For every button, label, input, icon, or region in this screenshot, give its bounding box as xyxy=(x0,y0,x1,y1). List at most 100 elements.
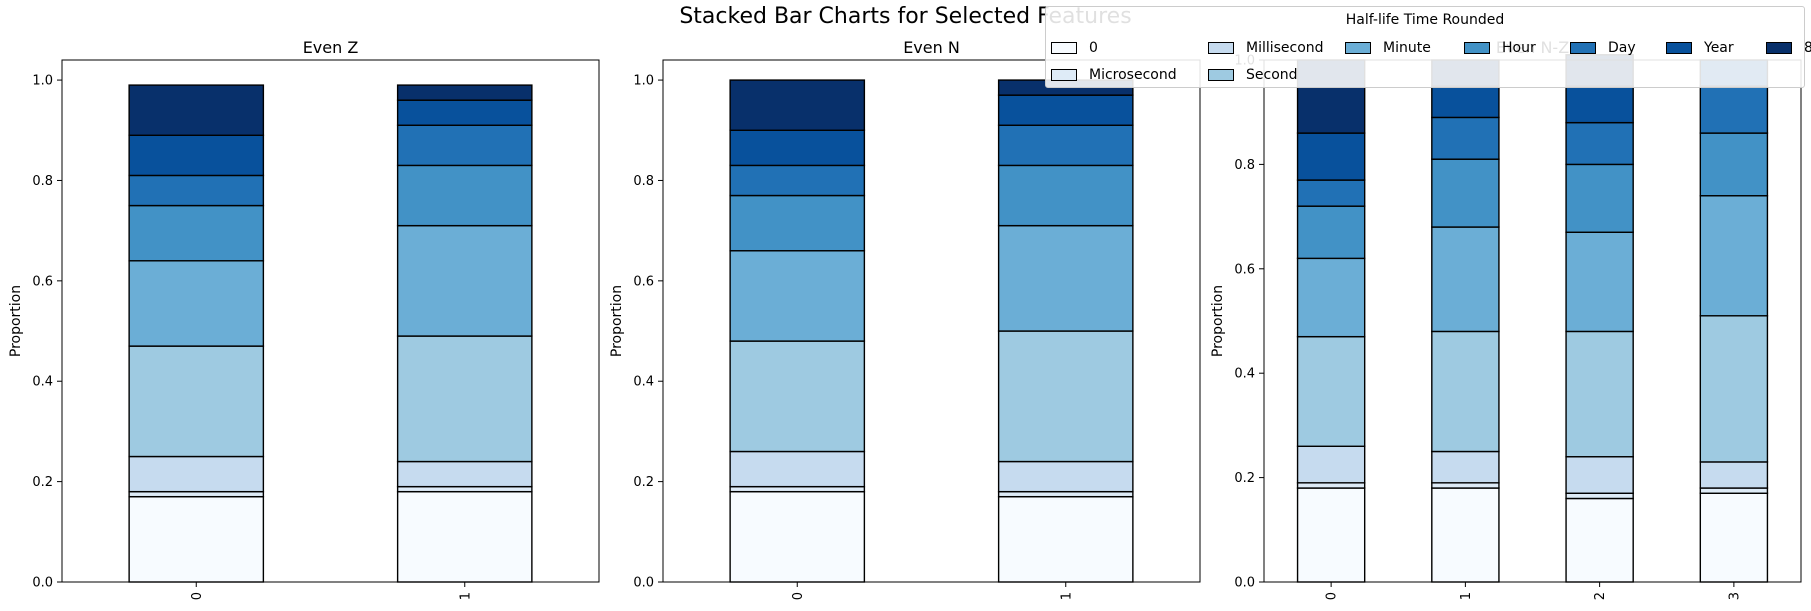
y-tick-label: 1.0 xyxy=(32,74,53,89)
bar-segment-year-cat-0 xyxy=(729,129,866,167)
y-tick-label: 0.0 xyxy=(1234,576,1255,591)
legend-label-year: Year xyxy=(1704,40,1734,56)
y-axis-label: Proportion xyxy=(609,285,625,357)
legend: Half-life Time Rounded 0 Microsecond Mil… xyxy=(1045,6,1811,88)
y-axis-label: Proportion xyxy=(1210,285,1226,357)
bar-segment-second-cat-0 xyxy=(128,345,265,458)
legend-swatch-year xyxy=(1666,42,1692,54)
legend-label-8: 8 xyxy=(1804,40,1811,56)
bar-segment-microsecond-cat-3 xyxy=(1699,487,1769,494)
bar-segment-second-cat-1 xyxy=(1431,330,1500,453)
bar-segment-millisecond-cat-1 xyxy=(1431,450,1500,484)
bar-segment-minute-cat-0 xyxy=(128,260,265,347)
bar-segment-microsecond-cat-1 xyxy=(1431,482,1500,489)
x-tick-label: 0 xyxy=(190,592,205,600)
bar-segment-minute-cat-1 xyxy=(1431,226,1500,333)
legend-title: Half-life Time Rounded xyxy=(1345,12,1505,28)
bar-segment-second-cat-1 xyxy=(396,335,533,463)
y-tick-label: 0.2 xyxy=(1234,471,1255,486)
bar-segment-minute-cat-0 xyxy=(729,250,866,342)
y-axis-label: Proportion xyxy=(8,285,24,357)
bar-segment-day-cat-2 xyxy=(1565,121,1634,166)
legend-swatch-microsecond xyxy=(1051,69,1077,81)
legend-swatch-hour xyxy=(1464,42,1490,54)
bar-segment-day-cat-0 xyxy=(1296,179,1366,207)
y-tick-label: 0.4 xyxy=(32,375,53,390)
legend-swatch-0 xyxy=(1051,42,1077,54)
bar-segment-hour-cat-1 xyxy=(1431,158,1500,228)
bar-segment-hour-cat-3 xyxy=(1699,132,1769,197)
legend-item-day: Day xyxy=(1570,39,1636,57)
x-tick-label: 3 xyxy=(1727,592,1742,600)
bar-segment-0-cat-1 xyxy=(396,490,533,583)
plot-frame xyxy=(662,59,1201,583)
bar-segment-day-cat-1 xyxy=(1431,116,1500,160)
bar-segment-second-cat-3 xyxy=(1699,315,1769,463)
bar-segment-microsecond-cat-0 xyxy=(128,490,265,498)
y-tick-label: 0.6 xyxy=(633,274,654,289)
x-tick-label: 1 xyxy=(458,592,473,600)
bar-segment-year-cat-1 xyxy=(997,94,1134,126)
bar-segment-millisecond-cat-1 xyxy=(997,460,1134,493)
bar-segment-day-cat-1 xyxy=(997,124,1134,167)
bar-segment-day-cat-0 xyxy=(128,174,265,207)
y-tick-label: 0.6 xyxy=(1234,262,1255,277)
legend-swatch-minute xyxy=(1345,42,1371,54)
y-tick-label: 0.8 xyxy=(32,174,53,189)
legend-swatch-second xyxy=(1208,69,1234,81)
plot-frame xyxy=(61,59,600,583)
chart-title: Even N xyxy=(903,38,960,57)
chart-title: Even Z xyxy=(303,38,359,57)
x-tick-label: 0 xyxy=(791,592,806,600)
legend-item-hour: Hour xyxy=(1464,39,1536,57)
bar-segment-second-cat-0 xyxy=(729,340,866,453)
bar-segment-millisecond-cat-0 xyxy=(1296,445,1366,484)
bar-segment-0-cat-1 xyxy=(1431,487,1500,583)
bar-segment-8-cat-0 xyxy=(128,84,265,136)
x-tick-label: 1 xyxy=(1059,592,1074,600)
bar-segment-year-cat-0 xyxy=(128,134,265,177)
bar-segment-second-cat-1 xyxy=(997,330,1134,463)
legend-label-microsecond: Microsecond xyxy=(1089,67,1177,83)
bar-segment-day-cat-3 xyxy=(1699,85,1769,134)
bar-segment-hour-cat-0 xyxy=(128,204,265,262)
bar-segment-millisecond-cat-1 xyxy=(396,460,533,488)
y-tick-label: 0.2 xyxy=(32,475,53,490)
bar-segment-0-cat-1 xyxy=(997,495,1134,583)
bar-segment-day-cat-1 xyxy=(396,124,533,167)
bar-segment-day-cat-0 xyxy=(729,164,866,197)
legend-label-day: Day xyxy=(1608,40,1636,56)
bar-segment-year-cat-0 xyxy=(1296,132,1366,181)
legend-item-8: 8 xyxy=(1766,39,1811,57)
bar-segment-year-cat-1 xyxy=(396,99,533,126)
bar-segment-microsecond-cat-1 xyxy=(997,490,1134,498)
bar-segment-8-cat-0 xyxy=(729,79,866,131)
legend-label-hour: Hour xyxy=(1502,40,1536,56)
bar-segment-hour-cat-2 xyxy=(1565,163,1634,233)
x-tick-label: 0 xyxy=(1325,592,1340,600)
bar-segment-0-cat-0 xyxy=(1296,487,1366,583)
bar-segment-microsecond-cat-0 xyxy=(729,485,866,493)
legend-swatch-millisecond xyxy=(1208,42,1234,54)
y-tick-label: 0.0 xyxy=(32,576,53,591)
bar-segment-millisecond-cat-0 xyxy=(729,450,866,488)
bar-segment-minute-cat-2 xyxy=(1565,231,1634,333)
bar-segment-0-cat-0 xyxy=(128,495,265,583)
bar-segment-millisecond-cat-2 xyxy=(1565,456,1634,494)
legend-label-minute: Minute xyxy=(1383,40,1431,56)
bar-segment-microsecond-cat-2 xyxy=(1565,492,1634,500)
x-tick-label: 1 xyxy=(1459,592,1474,600)
bar-segment-year-cat-2 xyxy=(1565,85,1634,124)
y-tick-label: 0.2 xyxy=(633,475,654,490)
y-tick-label: 0.6 xyxy=(32,274,53,289)
bar-segment-millisecond-cat-0 xyxy=(128,455,265,493)
bar-segment-millisecond-cat-3 xyxy=(1699,461,1769,489)
y-tick-label: 1.0 xyxy=(633,74,654,89)
legend-item-microsecond: Microsecond xyxy=(1051,66,1177,84)
bar-segment-year-cat-1 xyxy=(1431,85,1500,119)
legend-item-millisecond: Millisecond xyxy=(1208,39,1324,57)
bar-segment-minute-cat-0 xyxy=(1296,257,1366,338)
y-tick-label: 0.4 xyxy=(1234,367,1255,382)
